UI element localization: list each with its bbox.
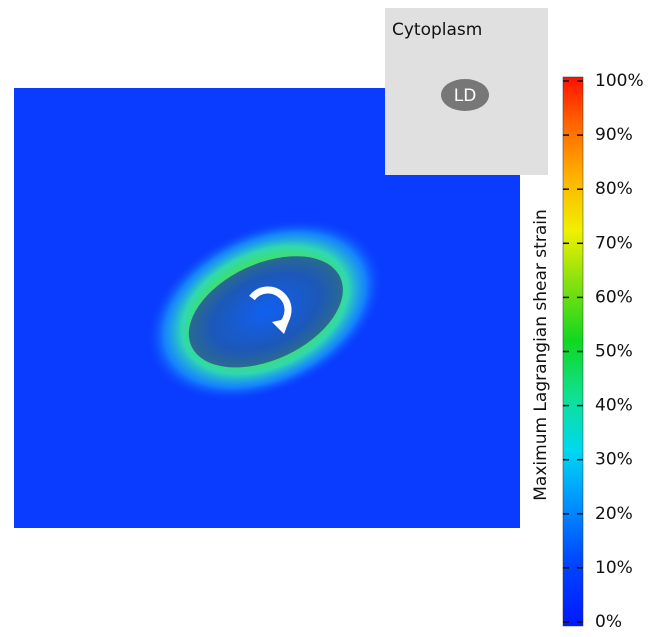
colorbar-tick-label: 80% bbox=[595, 179, 633, 199]
figure: Cytoplasm LD Maximum Lagrangian shear st… bbox=[0, 0, 661, 633]
colorbar-label: Maximum Lagrangian shear strain bbox=[531, 209, 551, 500]
colorbar-tick-label: 0% bbox=[595, 612, 622, 632]
colorbar-tick-label: 70% bbox=[595, 233, 633, 253]
colorbar-tick-label: 30% bbox=[595, 450, 633, 470]
colorbar-tick-label: 20% bbox=[595, 504, 633, 524]
colorbar-tick-label: 60% bbox=[595, 287, 633, 307]
inset-label: Cytoplasm bbox=[392, 20, 482, 40]
colorbar-tick-label: 40% bbox=[595, 396, 633, 416]
droplet-label: LD bbox=[454, 86, 477, 106]
colorbar-tick-label: 10% bbox=[595, 558, 633, 578]
colorbar-tick-label: 90% bbox=[595, 125, 633, 145]
colorbar-tick-label: 50% bbox=[595, 342, 633, 362]
colorbar-tick-label: 100% bbox=[595, 71, 644, 91]
